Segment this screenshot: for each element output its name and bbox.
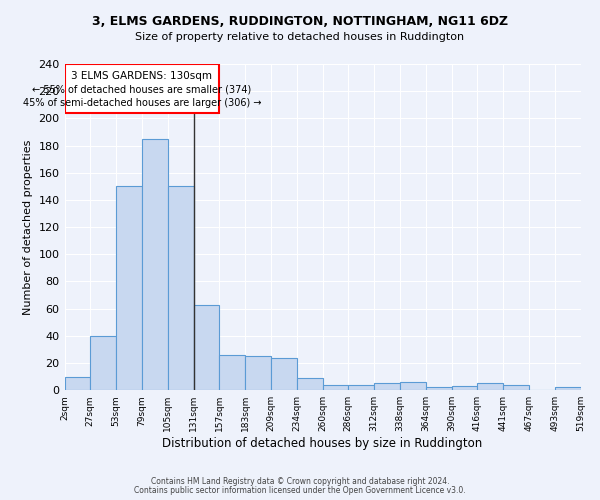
Bar xyxy=(426,388,452,390)
Y-axis label: Number of detached properties: Number of detached properties xyxy=(23,140,33,315)
Bar xyxy=(168,186,193,390)
FancyBboxPatch shape xyxy=(65,64,220,113)
Bar xyxy=(245,356,271,390)
Bar xyxy=(555,388,581,390)
Bar xyxy=(116,186,142,390)
Bar xyxy=(271,358,296,390)
Bar xyxy=(297,378,323,390)
Bar xyxy=(400,382,426,390)
X-axis label: Distribution of detached houses by size in Ruddington: Distribution of detached houses by size … xyxy=(163,437,482,450)
Bar xyxy=(142,139,168,390)
Bar xyxy=(91,336,116,390)
Text: ← 55% of detached houses are smaller (374): ← 55% of detached houses are smaller (37… xyxy=(32,85,251,95)
Bar xyxy=(478,384,503,390)
Bar xyxy=(349,385,374,390)
Text: Contains public sector information licensed under the Open Government Licence v3: Contains public sector information licen… xyxy=(134,486,466,495)
Text: 3, ELMS GARDENS, RUDDINGTON, NOTTINGHAM, NG11 6DZ: 3, ELMS GARDENS, RUDDINGTON, NOTTINGHAM,… xyxy=(92,15,508,28)
Bar xyxy=(193,304,220,390)
Bar xyxy=(452,386,478,390)
Bar xyxy=(220,355,245,390)
Bar xyxy=(65,376,90,390)
Bar xyxy=(374,384,400,390)
Bar xyxy=(503,385,529,390)
Text: 3 ELMS GARDENS: 130sqm: 3 ELMS GARDENS: 130sqm xyxy=(71,71,212,81)
Text: Size of property relative to detached houses in Ruddington: Size of property relative to detached ho… xyxy=(136,32,464,42)
Text: Contains HM Land Registry data © Crown copyright and database right 2024.: Contains HM Land Registry data © Crown c… xyxy=(151,477,449,486)
Bar xyxy=(323,385,348,390)
Text: 45% of semi-detached houses are larger (306) →: 45% of semi-detached houses are larger (… xyxy=(23,98,261,108)
